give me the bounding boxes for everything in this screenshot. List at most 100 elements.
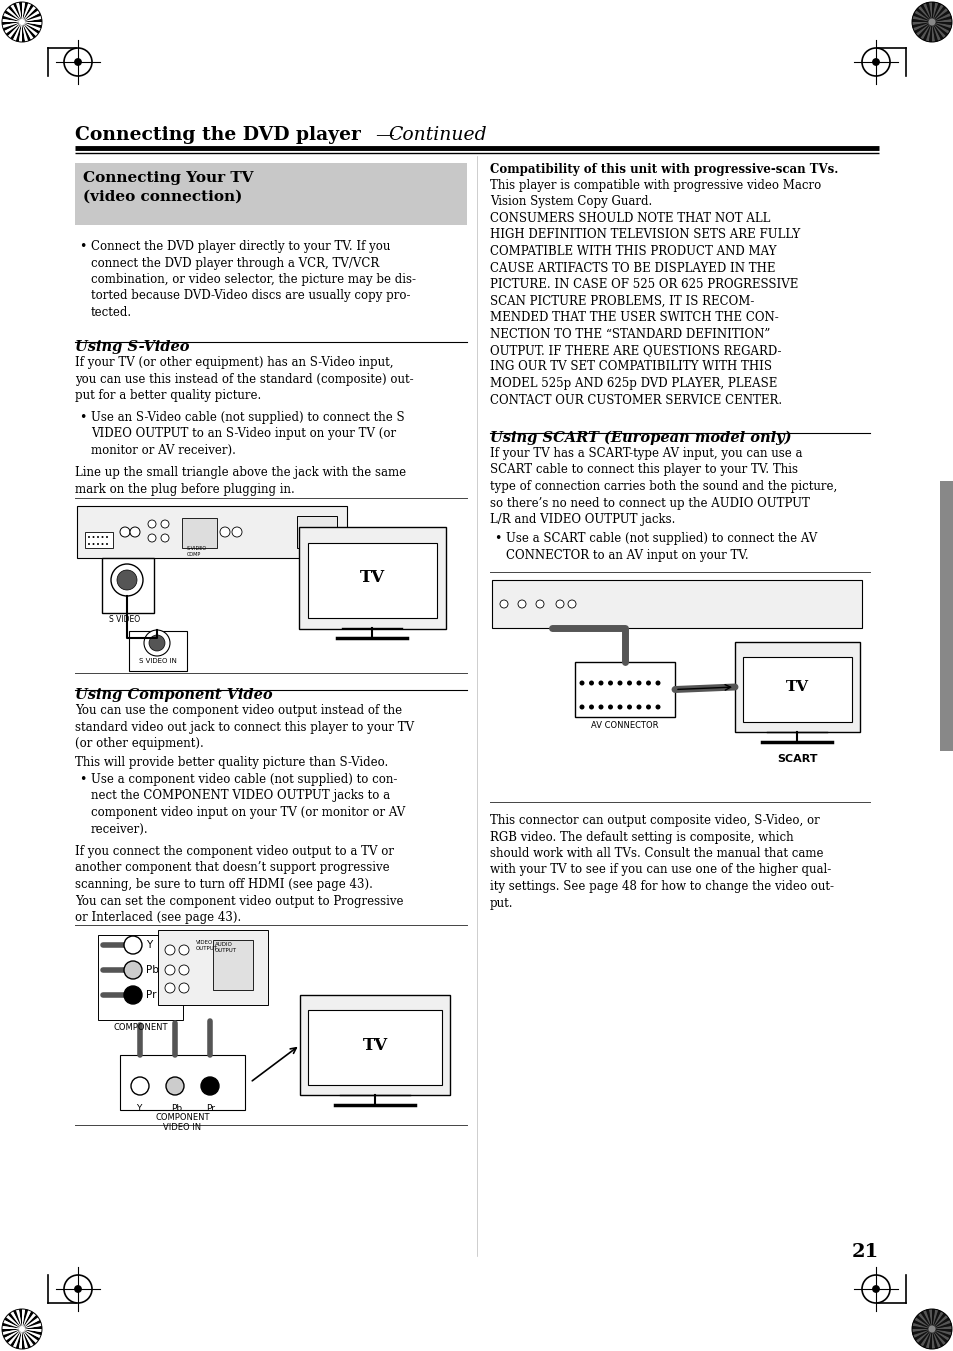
Wedge shape [22,1,25,22]
Text: If your TV (or other equipment) has an S-Video input,
you can use this instead o: If your TV (or other equipment) has an S… [75,357,414,403]
Circle shape [636,681,640,685]
Text: —: — [375,126,394,145]
Wedge shape [931,1317,949,1329]
Wedge shape [928,22,931,42]
Wedge shape [4,11,22,22]
Circle shape [166,1077,184,1096]
Wedge shape [911,16,931,22]
Wedge shape [912,22,931,31]
Circle shape [74,58,82,66]
Text: Connecting Your TV
(video connection): Connecting Your TV (video connection) [83,172,253,204]
Wedge shape [22,14,41,22]
Wedge shape [931,1329,934,1350]
Text: AUDIO
OUTPUT: AUDIO OUTPUT [214,942,236,952]
Circle shape [148,520,156,528]
Circle shape [517,600,525,608]
Wedge shape [22,1309,29,1329]
Circle shape [626,681,631,685]
Wedge shape [8,1313,22,1329]
Wedge shape [22,22,42,26]
Wedge shape [920,1312,931,1329]
Wedge shape [22,4,33,22]
Circle shape [74,1285,82,1293]
Wedge shape [19,1329,22,1350]
Wedge shape [22,19,42,22]
Bar [85,532,112,549]
Wedge shape [911,1325,931,1329]
Wedge shape [912,1329,931,1337]
Circle shape [179,965,189,975]
Text: Connecting the DVD player: Connecting the DVD player [75,126,360,145]
Wedge shape [931,22,940,41]
Text: You can set the component video output to Progressive
or Interlaced (see page 43: You can set the component video output t… [75,894,403,924]
Text: TV: TV [785,680,808,694]
Circle shape [165,965,174,975]
Text: This player is compatible with progressive video Macro
Vision System Copy Guard.: This player is compatible with progressi… [490,178,821,407]
Wedge shape [931,1309,934,1329]
Wedge shape [22,1329,42,1335]
Bar [575,662,675,717]
Wedge shape [924,22,931,42]
Bar [305,528,313,540]
Wedge shape [13,3,22,22]
Wedge shape [931,16,951,22]
Wedge shape [924,1329,931,1348]
Text: This connector can output composite video, S-Video, or
RGB video. The default se: This connector can output composite vide… [490,815,833,909]
Wedge shape [2,22,22,28]
Wedge shape [10,4,22,22]
Circle shape [655,681,659,685]
Wedge shape [22,1329,40,1340]
Circle shape [101,536,103,538]
Wedge shape [913,11,931,22]
Wedge shape [931,11,949,22]
Wedge shape [931,22,951,26]
Circle shape [144,630,170,657]
Circle shape [88,543,90,544]
Wedge shape [22,1309,25,1329]
Wedge shape [917,22,931,38]
Wedge shape [22,1323,42,1329]
Wedge shape [22,22,42,28]
Circle shape [655,704,659,709]
Wedge shape [931,1329,937,1348]
Circle shape [88,536,90,538]
Wedge shape [2,1329,22,1335]
Circle shape [117,570,137,590]
Wedge shape [920,4,931,22]
Wedge shape [22,22,38,36]
Circle shape [607,704,613,709]
Wedge shape [931,1320,950,1329]
Wedge shape [931,1329,951,1332]
Wedge shape [911,1323,931,1329]
Circle shape [106,536,108,538]
Text: S-VIDEO
COMP: S-VIDEO COMP [187,546,207,557]
Circle shape [598,704,603,709]
Bar [742,657,851,721]
Circle shape [165,984,174,993]
Circle shape [124,986,142,1004]
Circle shape [927,19,935,26]
Text: SCART: SCART [777,754,817,765]
Wedge shape [22,22,36,38]
Wedge shape [2,1323,22,1329]
Circle shape [636,704,640,709]
Wedge shape [922,1310,931,1329]
Text: •: • [79,411,87,424]
Circle shape [578,681,584,685]
Wedge shape [931,3,940,22]
Wedge shape [931,22,950,31]
Wedge shape [3,22,22,31]
Wedge shape [22,1329,38,1343]
Wedge shape [22,1329,33,1347]
Circle shape [19,19,25,26]
Text: Using S-Video: Using S-Video [75,340,190,354]
Text: This will provide better quality picture than S-Video.: This will provide better quality picture… [75,757,388,769]
Wedge shape [911,1329,931,1335]
Wedge shape [22,1329,25,1350]
Text: You can use the component video output instead of the
standard video out jack to: You can use the component video output i… [75,704,414,750]
Circle shape [871,58,879,66]
Circle shape [131,1077,149,1096]
Wedge shape [911,22,931,26]
Wedge shape [22,1320,41,1329]
Circle shape [588,704,594,709]
